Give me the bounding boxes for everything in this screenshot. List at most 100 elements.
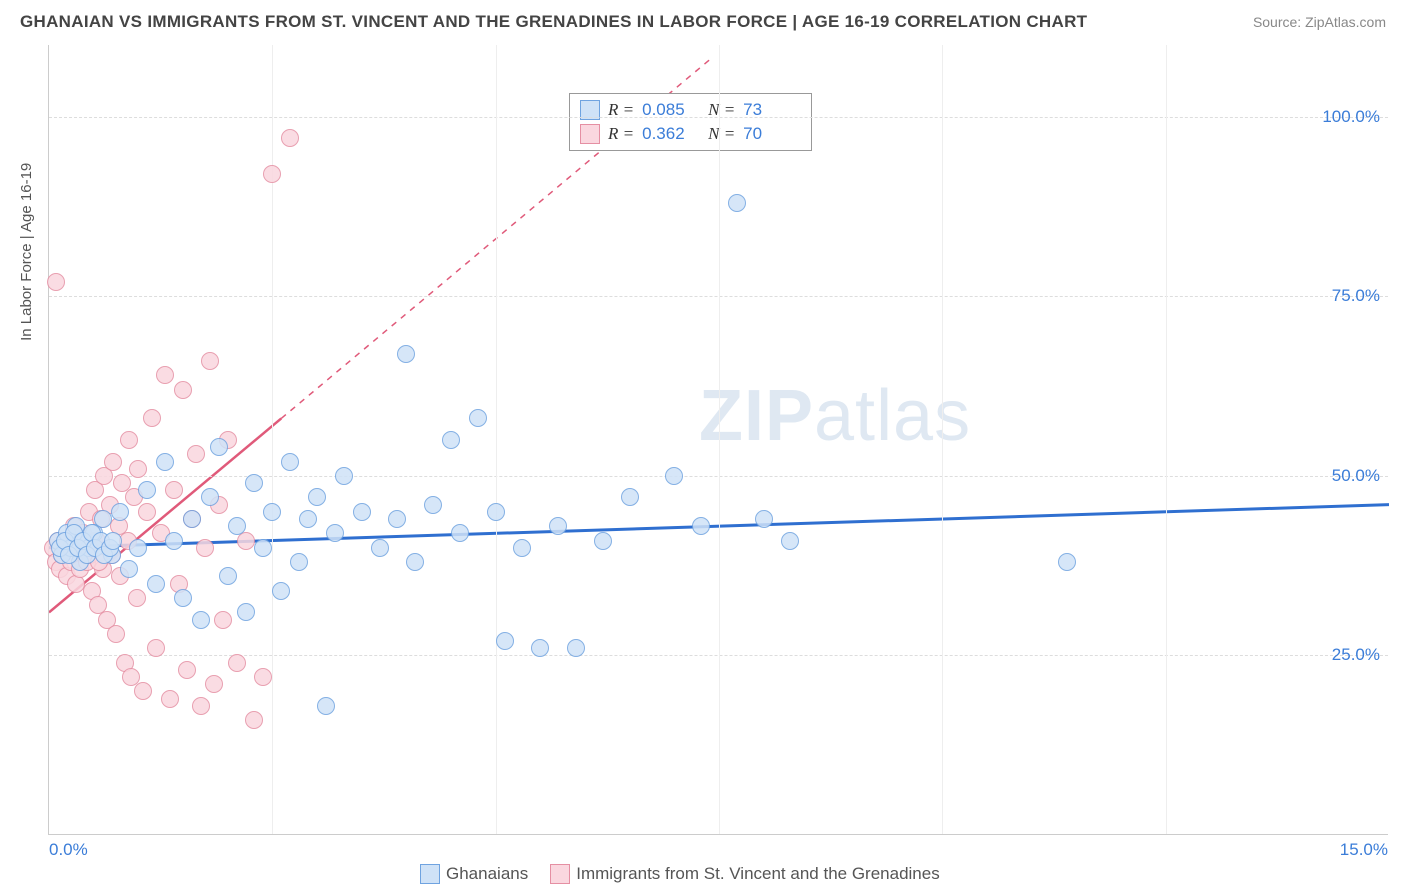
grid-line-v bbox=[496, 45, 497, 834]
n-value-b: 70 bbox=[743, 124, 801, 144]
grid-line-v bbox=[272, 45, 273, 834]
data-point-a bbox=[326, 524, 344, 542]
data-point-b bbox=[174, 381, 192, 399]
data-point-a bbox=[513, 539, 531, 557]
legend-row-a: R = 0.085 N = 73 bbox=[580, 98, 801, 122]
data-point-a bbox=[451, 524, 469, 542]
swatch-b-icon bbox=[550, 864, 570, 884]
data-point-b bbox=[196, 539, 214, 557]
data-point-a bbox=[111, 503, 129, 521]
page-title: GHANAIAN VS IMMIGRANTS FROM ST. VINCENT … bbox=[20, 12, 1087, 32]
data-point-b bbox=[134, 682, 152, 700]
data-point-a bbox=[201, 488, 219, 506]
data-point-a bbox=[442, 431, 460, 449]
data-point-a bbox=[219, 567, 237, 585]
data-point-a bbox=[192, 611, 210, 629]
data-point-b bbox=[147, 639, 165, 657]
correlation-legend: R = 0.085 N = 73 R = 0.362 N = 70 bbox=[569, 93, 812, 151]
data-point-b bbox=[205, 675, 223, 693]
data-point-a bbox=[594, 532, 612, 550]
r-label: R = bbox=[608, 124, 634, 144]
grid-line-v bbox=[1166, 45, 1167, 834]
data-point-a bbox=[228, 517, 246, 535]
data-point-b bbox=[245, 711, 263, 729]
legend-item-b: Immigrants from St. Vincent and the Gren… bbox=[550, 864, 939, 884]
data-point-b bbox=[143, 409, 161, 427]
data-point-b bbox=[201, 352, 219, 370]
data-point-a bbox=[281, 453, 299, 471]
data-point-a bbox=[272, 582, 290, 600]
data-point-a bbox=[245, 474, 263, 492]
data-point-b bbox=[254, 668, 272, 686]
data-point-a bbox=[156, 453, 174, 471]
data-point-a bbox=[335, 467, 353, 485]
data-point-a bbox=[496, 632, 514, 650]
data-point-a bbox=[308, 488, 326, 506]
series-legend: Ghanaians Immigrants from St. Vincent an… bbox=[420, 864, 940, 884]
data-point-a bbox=[388, 510, 406, 528]
x-tick-min: 0.0% bbox=[49, 840, 88, 860]
data-point-a bbox=[567, 639, 585, 657]
data-point-a bbox=[299, 510, 317, 528]
data-point-a bbox=[165, 532, 183, 550]
data-point-a bbox=[120, 560, 138, 578]
data-point-a bbox=[531, 639, 549, 657]
data-point-b bbox=[128, 589, 146, 607]
data-point-a bbox=[755, 510, 773, 528]
data-point-b bbox=[178, 661, 196, 679]
y-axis-label: In Labor Force | Age 16-19 bbox=[18, 163, 35, 341]
source-attribution: Source: ZipAtlas.com bbox=[1253, 14, 1386, 30]
data-point-b bbox=[156, 366, 174, 384]
data-point-a bbox=[665, 467, 683, 485]
data-point-b bbox=[129, 460, 147, 478]
y-tick-label: 75.0% bbox=[1332, 286, 1380, 306]
data-point-b bbox=[228, 654, 246, 672]
data-point-a bbox=[692, 517, 710, 535]
y-tick-label: 50.0% bbox=[1332, 466, 1380, 486]
data-point-a bbox=[353, 503, 371, 521]
data-point-a bbox=[487, 503, 505, 521]
swatch-a-icon bbox=[420, 864, 440, 884]
data-point-a bbox=[129, 539, 147, 557]
r-value-b: 0.362 bbox=[642, 124, 700, 144]
data-point-a bbox=[104, 532, 122, 550]
data-point-a bbox=[397, 345, 415, 363]
watermark: ZIPatlas bbox=[699, 375, 971, 457]
legend-row-b: R = 0.362 N = 70 bbox=[580, 122, 801, 146]
data-point-a bbox=[1058, 553, 1076, 571]
data-point-a bbox=[237, 603, 255, 621]
data-point-a bbox=[138, 481, 156, 499]
data-point-a bbox=[424, 496, 442, 514]
data-point-b bbox=[107, 625, 125, 643]
data-point-a bbox=[728, 194, 746, 212]
legend-item-a: Ghanaians bbox=[420, 864, 528, 884]
swatch-b bbox=[580, 124, 600, 144]
data-point-b bbox=[281, 129, 299, 147]
data-point-b bbox=[187, 445, 205, 463]
data-point-b bbox=[104, 453, 122, 471]
data-point-a bbox=[147, 575, 165, 593]
data-point-b bbox=[161, 690, 179, 708]
data-point-b bbox=[165, 481, 183, 499]
data-point-a bbox=[621, 488, 639, 506]
data-point-a bbox=[317, 697, 335, 715]
data-point-a bbox=[406, 553, 424, 571]
y-tick-label: 100.0% bbox=[1322, 107, 1380, 127]
data-point-a bbox=[210, 438, 228, 456]
data-point-b bbox=[192, 697, 210, 715]
data-point-a bbox=[371, 539, 389, 557]
data-point-a bbox=[183, 510, 201, 528]
n-label: N = bbox=[708, 124, 735, 144]
x-tick-max: 15.0% bbox=[1340, 840, 1388, 860]
data-point-a bbox=[254, 539, 272, 557]
data-point-b bbox=[263, 165, 281, 183]
series-a-label: Ghanaians bbox=[446, 864, 528, 884]
data-point-b bbox=[214, 611, 232, 629]
data-point-a bbox=[263, 503, 281, 521]
data-point-b bbox=[138, 503, 156, 521]
grid-line-v bbox=[719, 45, 720, 834]
data-point-a bbox=[781, 532, 799, 550]
series-b-label: Immigrants from St. Vincent and the Gren… bbox=[576, 864, 939, 884]
grid-line-v bbox=[942, 45, 943, 834]
scatter-chart: ZIPatlas R = 0.085 N = 73 R = 0.362 N = … bbox=[48, 45, 1388, 835]
